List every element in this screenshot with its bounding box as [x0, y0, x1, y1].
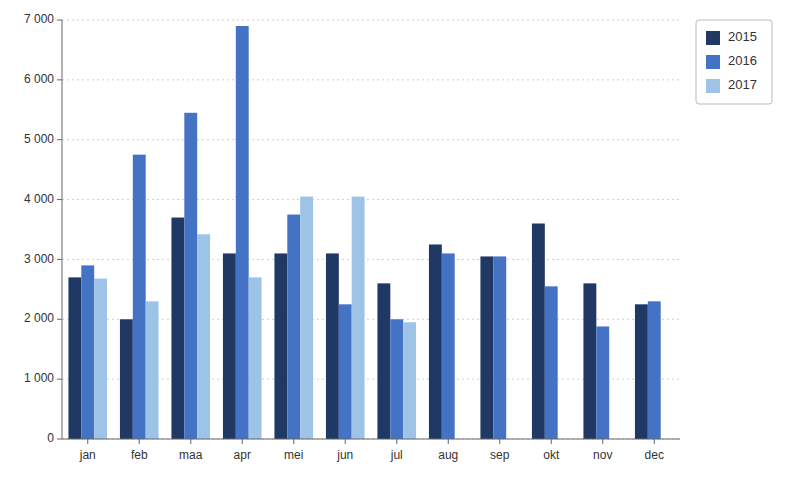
y-tick-label: 1 000 — [24, 371, 54, 385]
y-tick-label: 7 000 — [24, 12, 54, 26]
legend-label: 2017 — [728, 77, 757, 92]
x-tick-label: jun — [336, 448, 353, 462]
bar — [146, 301, 159, 439]
x-tick-label: feb — [131, 448, 148, 462]
x-axis-line — [62, 439, 680, 440]
y-tick-label: 4 000 — [24, 192, 54, 206]
x-axis: jan feb maa apr mei jun jul aug sep okt nov dec — [79, 439, 664, 462]
grid-line — [62, 199, 680, 200]
y-axis-line — [62, 20, 63, 439]
y-tick-label: 5 000 — [24, 132, 54, 146]
y-tick — [57, 199, 62, 200]
axes — [62, 20, 680, 439]
y-tick-label: 3 000 — [24, 252, 54, 266]
bar — [442, 253, 455, 439]
bar — [171, 218, 184, 439]
grid-line — [62, 139, 680, 140]
y-tick — [57, 379, 62, 380]
bar — [429, 244, 442, 439]
y-tick — [57, 79, 62, 80]
grid-line — [62, 79, 680, 80]
bar — [236, 26, 249, 439]
y-tick-label: 0 — [47, 431, 54, 445]
bar — [403, 322, 416, 439]
plot-area — [62, 20, 680, 439]
y-tick — [57, 319, 62, 320]
y-tick-label: 6 000 — [24, 72, 54, 86]
x-tick — [654, 439, 655, 444]
x-tick-label: maa — [179, 448, 203, 462]
bar — [197, 234, 210, 439]
x-tick — [190, 439, 191, 444]
bar — [352, 197, 365, 439]
y-tick — [57, 139, 62, 140]
bar — [287, 215, 300, 439]
legend-swatch — [706, 31, 720, 45]
bar — [635, 304, 648, 439]
bar — [68, 277, 81, 439]
x-tick — [242, 439, 243, 444]
bar — [223, 253, 236, 439]
x-tick — [499, 439, 500, 444]
legend-box — [696, 20, 772, 104]
bar — [339, 304, 352, 439]
bar — [583, 283, 596, 439]
bar — [326, 253, 339, 439]
x-tick-label: nov — [593, 448, 612, 462]
y-tick — [57, 259, 62, 260]
legend-swatch — [706, 79, 720, 93]
bar — [545, 286, 558, 439]
x-tick — [602, 439, 603, 444]
bar — [274, 253, 287, 439]
bar — [377, 283, 390, 439]
legend-swatch — [706, 55, 720, 69]
grid-line — [62, 439, 680, 440]
bar — [493, 256, 506, 439]
y-tick — [57, 439, 62, 440]
grid-line — [62, 20, 680, 21]
bar — [81, 265, 94, 439]
legend-label: 2015 — [728, 29, 757, 44]
bar — [94, 279, 107, 439]
y-tick — [57, 20, 62, 21]
x-tick-label: okt — [543, 448, 560, 462]
y-tick-label: 2 000 — [24, 311, 54, 325]
bar — [120, 319, 133, 439]
x-tick-label: jul — [390, 448, 403, 462]
bar — [249, 277, 262, 439]
bars — [68, 26, 660, 439]
bar — [532, 224, 545, 439]
x-tick — [293, 439, 294, 444]
bar — [184, 113, 197, 439]
x-tick — [87, 439, 88, 444]
bar — [390, 319, 403, 439]
legend-label: 2016 — [728, 53, 757, 68]
x-tick-label: dec — [645, 448, 664, 462]
x-tick — [139, 439, 140, 444]
x-tick-label: jan — [79, 448, 96, 462]
bar — [300, 197, 313, 439]
x-tick-label: aug — [438, 448, 458, 462]
legend: 2015 2016 2017 — [696, 20, 772, 104]
grid — [62, 20, 680, 439]
x-tick — [345, 439, 346, 444]
bar — [133, 155, 146, 439]
bar — [596, 326, 609, 439]
chart-svg: 0 1 000 2 000 3 000 4 000 5 000 6 000 7 000 jan f… — [0, 0, 800, 479]
x-tick-label: apr — [234, 448, 251, 462]
bar — [648, 301, 661, 439]
chart-container: 0 1 000 2 000 3 000 4 000 5 000 6 000 7 000 jan f… — [0, 0, 800, 479]
bar — [480, 256, 493, 439]
x-tick — [396, 439, 397, 444]
x-tick-label: mei — [284, 448, 303, 462]
x-tick — [448, 439, 449, 444]
x-tick-label: sep — [490, 448, 510, 462]
grid-line — [62, 259, 680, 260]
page: {"chart_data": {"type": "bar", "categori… — [0, 0, 800, 479]
y-axis: 0 1 000 2 000 3 000 4 000 5 000 6 000 7 000 — [24, 12, 62, 445]
x-tick — [551, 439, 552, 444]
